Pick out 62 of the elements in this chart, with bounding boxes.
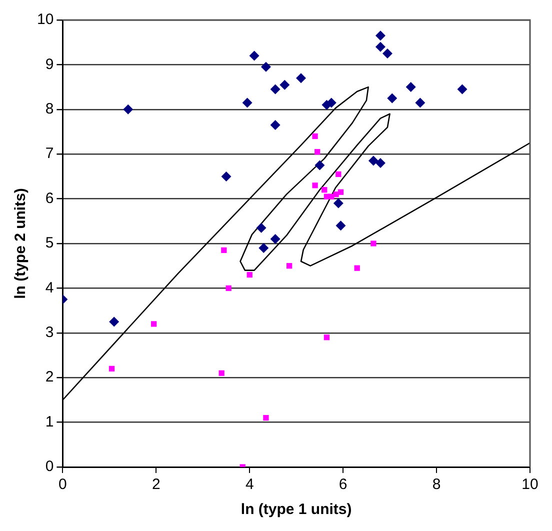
y-tick-label: 2 <box>45 368 54 386</box>
point <box>263 415 269 421</box>
y-tick-label: 6 <box>45 190 54 207</box>
point <box>221 171 232 182</box>
x-tick-label: 6 <box>338 476 348 494</box>
point <box>336 220 346 231</box>
point <box>382 48 392 59</box>
x-axis-title: ln (type 1 units) <box>240 501 352 518</box>
y-tick-label: 7 <box>45 145 54 162</box>
x-tick-label: 10 <box>522 476 538 494</box>
point <box>286 263 292 269</box>
point <box>123 104 134 114</box>
point <box>256 222 266 233</box>
point <box>312 182 318 188</box>
point <box>415 98 426 108</box>
point <box>314 149 320 155</box>
point <box>226 285 232 292</box>
y-tick-label: 9 <box>45 56 54 73</box>
point <box>338 189 344 195</box>
point <box>336 171 342 178</box>
point <box>354 265 360 271</box>
x-tick-label: 2 <box>152 476 160 494</box>
y-tick-label: 0 <box>45 458 54 476</box>
point <box>457 84 468 94</box>
point <box>387 93 398 104</box>
y-tick-label: 10 <box>36 11 54 28</box>
point <box>333 192 339 198</box>
x-tick-label: 0 <box>58 476 67 494</box>
point <box>258 242 269 253</box>
point <box>333 198 344 208</box>
point <box>221 247 227 254</box>
y-tick-label: 4 <box>45 279 54 296</box>
point <box>270 120 280 130</box>
point <box>370 240 376 246</box>
y-axis-title: ln (type 2 units) <box>12 188 30 299</box>
x-tick-label: 4 <box>245 476 254 494</box>
y-tick-label: 1 <box>45 413 54 430</box>
point <box>249 50 260 61</box>
point <box>322 187 328 193</box>
y-tick-label: 3 <box>45 324 54 342</box>
point <box>109 316 120 327</box>
point <box>375 30 386 41</box>
point <box>368 156 378 166</box>
point <box>296 73 306 84</box>
point <box>375 158 386 168</box>
point <box>108 366 115 372</box>
point <box>270 84 280 94</box>
point <box>314 160 325 170</box>
point <box>280 80 290 90</box>
point <box>218 370 224 376</box>
point <box>150 321 157 327</box>
point <box>375 42 386 52</box>
point <box>324 334 330 340</box>
point <box>246 272 252 278</box>
point <box>242 98 252 108</box>
point <box>312 133 318 140</box>
y-tick-label: 5 <box>45 234 54 252</box>
x-tick-label: 8 <box>432 476 441 494</box>
point <box>270 234 280 244</box>
point <box>260 62 271 72</box>
point <box>406 82 416 92</box>
y-tick-label: 8 <box>45 100 54 118</box>
